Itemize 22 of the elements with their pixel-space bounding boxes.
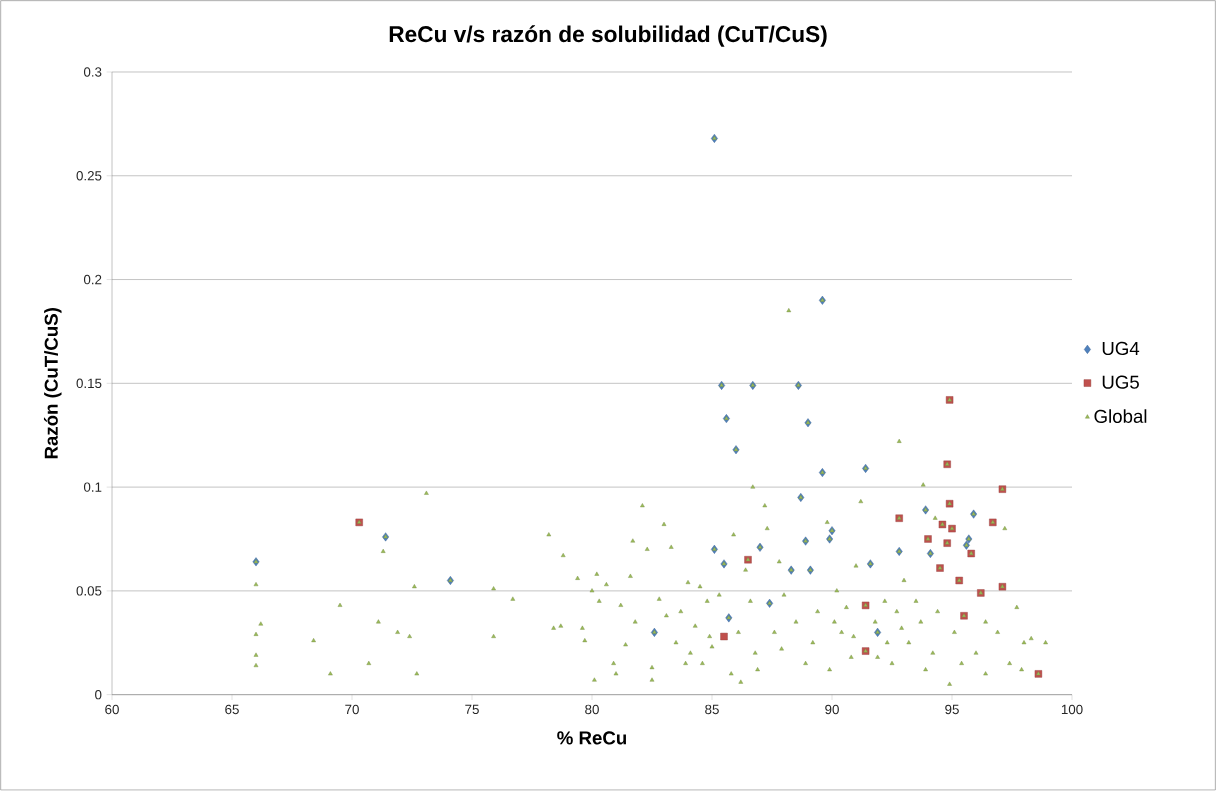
x-tick-label: 95 xyxy=(945,704,959,715)
y-tick-label: 0.3 xyxy=(83,67,102,77)
y-tick-label: 0.1 xyxy=(83,482,102,492)
x-tick-label: 65 xyxy=(225,704,239,715)
y-tick-label: 0.15 xyxy=(76,378,102,389)
legend-label: Global xyxy=(1094,409,1147,424)
x-tick-label: 90 xyxy=(825,704,839,715)
x-axis-title: % ReCu xyxy=(557,731,627,745)
x-tick-label: 100 xyxy=(1061,704,1083,715)
y-axis-title: Razón (CuT/CuS) xyxy=(43,308,62,459)
legend-label: UG4 xyxy=(1102,342,1140,356)
x-tick-label: 70 xyxy=(345,704,359,715)
x-tick-label: 85 xyxy=(705,704,719,715)
x-tick-label: 60 xyxy=(105,704,119,715)
x-tick-label: 80 xyxy=(585,704,599,715)
y-tick-label: 0.05 xyxy=(76,586,102,596)
chart-title: ReCu v/s razón de solubilidad (CuT/CuS) xyxy=(389,25,827,47)
y-tick-label: 0.2 xyxy=(83,275,102,285)
x-tick-label: 75 xyxy=(465,704,479,715)
y-tick-label: 0.25 xyxy=(76,171,102,181)
legend-label: UG5 xyxy=(1102,375,1139,389)
y-tick-label: 0 xyxy=(95,690,102,700)
